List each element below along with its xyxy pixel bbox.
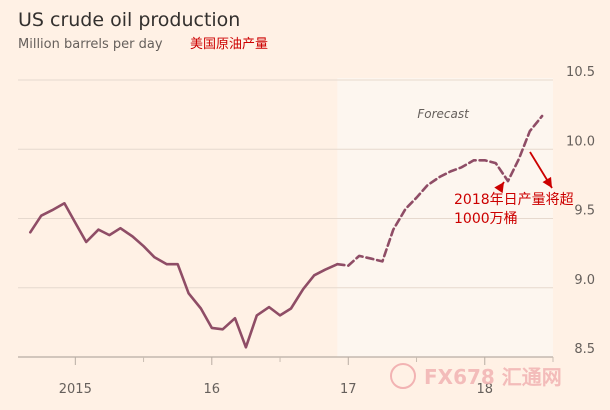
watermark-text: FX678 汇通网 <box>424 365 562 389</box>
gridlines <box>18 79 553 358</box>
x-tick-label: 17 <box>340 382 357 397</box>
annotation-line: 1000万桶 <box>454 211 518 227</box>
series-line-forecast <box>336 114 544 267</box>
y-tick-label: 8.5 <box>574 342 595 357</box>
x-tick-label: 18 <box>476 382 493 397</box>
chart-subtitle-cn: 美国原油产量 <box>190 37 268 52</box>
x-axis-ticks: 2015 16 17 18 <box>59 357 554 397</box>
series-line-actual <box>29 202 339 349</box>
annotation-arrows <box>494 151 553 194</box>
watermark: FX678 汇通网 <box>390 363 562 389</box>
annotation-text: 2018年日产量将超 1000万桶 <box>454 192 574 227</box>
forecast-label: Forecast <box>417 107 470 121</box>
y-tick-label: 10.0 <box>566 134 595 149</box>
chart-title: US crude oil production <box>18 9 240 31</box>
chart-subtitle: Million barrels per day <box>18 37 163 52</box>
y-tick-label: 9.5 <box>574 204 595 219</box>
annotation-line: 2018年日产量将超 <box>454 192 574 208</box>
arrow-icon <box>529 151 553 189</box>
forecast-region <box>337 78 553 357</box>
watermark-logo-icon <box>390 363 416 389</box>
x-tick-label: 2015 <box>59 382 92 397</box>
arrow-icon <box>494 181 505 194</box>
y-tick-label: 9.0 <box>574 273 595 288</box>
x-tick-label: 16 <box>204 382 221 397</box>
y-tick-label: 10.5 <box>566 65 595 80</box>
y-axis-ticks: 8.5 9.0 9.5 10.0 10.5 <box>566 65 595 357</box>
